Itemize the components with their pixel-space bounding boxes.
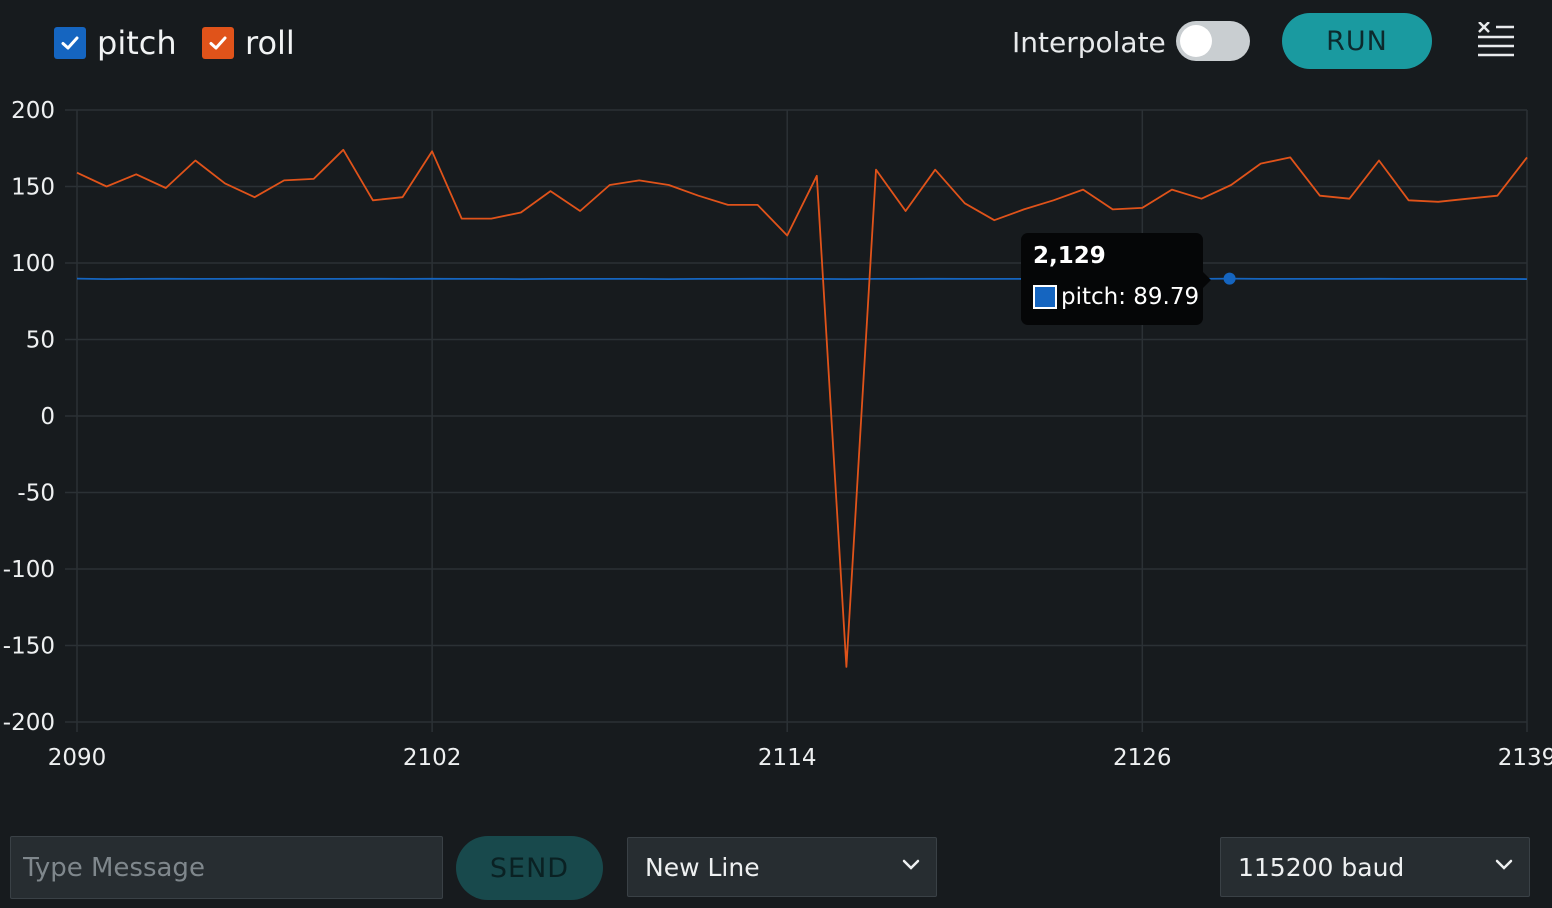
run-button[interactable]: RUN bbox=[1282, 13, 1432, 69]
message-input[interactable] bbox=[10, 836, 443, 899]
y-tick-label: -50 bbox=[17, 481, 55, 507]
clear-output-icon[interactable] bbox=[1474, 22, 1518, 60]
legend-item-roll[interactable]: roll bbox=[202, 24, 295, 62]
plot-area[interactable]: 200 150 100 50 0 -50 -100 -150 -200 2090 2102 2114… bbox=[0, 0, 1552, 790]
x-tick-label: 2114 bbox=[758, 745, 817, 771]
y-tick-label: -150 bbox=[3, 634, 55, 660]
series-line-roll bbox=[76, 148, 1528, 668]
x-tick-label: 2102 bbox=[403, 745, 462, 771]
baud-rate-select[interactable]: 115200 baud bbox=[1220, 837, 1530, 897]
chart-grid bbox=[65, 109, 1528, 732]
y-tick-label: 100 bbox=[11, 251, 55, 277]
tooltip-swatch bbox=[1033, 285, 1057, 309]
x-tick-label: 2090 bbox=[48, 745, 107, 771]
tooltip-row: pitch: 89.79 bbox=[1033, 284, 1199, 310]
checkmark-icon bbox=[61, 36, 79, 50]
legend-label-roll: roll bbox=[245, 24, 295, 62]
legend-item-pitch[interactable]: pitch bbox=[54, 24, 177, 62]
baud-rate-value: 115200 baud bbox=[1238, 852, 1405, 882]
x-tick-label: 2139 bbox=[1498, 745, 1552, 771]
interpolate-label: Interpolate bbox=[1012, 26, 1166, 59]
interpolate-toggle[interactable] bbox=[1176, 21, 1250, 61]
pitch-checkbox[interactable] bbox=[54, 27, 86, 59]
hover-point bbox=[1223, 272, 1236, 285]
x-tick-label: 2126 bbox=[1113, 745, 1172, 771]
y-tick-label: 50 bbox=[26, 328, 55, 354]
toggle-knob bbox=[1180, 25, 1212, 57]
y-tick-label: 200 bbox=[11, 98, 55, 124]
send-button[interactable]: SEND bbox=[456, 836, 603, 900]
chart-tooltip: 2,129 pitch: 89.79 bbox=[1021, 233, 1203, 325]
x-axis: 2090 2102 2114 2126 2139 bbox=[48, 745, 1552, 771]
chart-series bbox=[76, 148, 1528, 668]
chevron-down-icon bbox=[902, 859, 920, 870]
y-tick-label: -100 bbox=[3, 557, 55, 583]
hover-marker bbox=[1223, 272, 1236, 285]
y-tick-label: 0 bbox=[40, 404, 55, 430]
chevron-down-icon bbox=[1495, 859, 1513, 870]
tooltip-title: 2,129 bbox=[1033, 243, 1106, 269]
tooltip-arrow bbox=[1203, 272, 1211, 288]
roll-checkbox[interactable] bbox=[202, 27, 234, 59]
line-ending-select[interactable]: New Line bbox=[627, 837, 937, 897]
y-tick-label: -200 bbox=[3, 710, 55, 736]
series-line-pitch bbox=[76, 277, 1528, 281]
legend-label-pitch: pitch bbox=[97, 24, 177, 62]
checkmark-icon bbox=[209, 36, 227, 50]
line-ending-value: New Line bbox=[645, 852, 760, 882]
tooltip-value: pitch: 89.79 bbox=[1061, 284, 1200, 310]
y-tick-label: 150 bbox=[11, 175, 55, 201]
y-axis: 200 150 100 50 0 -50 -100 -150 -200 bbox=[3, 98, 55, 736]
